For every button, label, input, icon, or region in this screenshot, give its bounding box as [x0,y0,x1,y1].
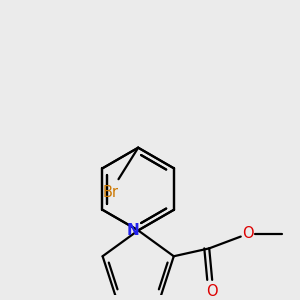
Text: Br: Br [103,185,118,200]
Text: N: N [127,223,140,238]
Text: O: O [242,226,254,241]
Text: O: O [206,284,218,299]
